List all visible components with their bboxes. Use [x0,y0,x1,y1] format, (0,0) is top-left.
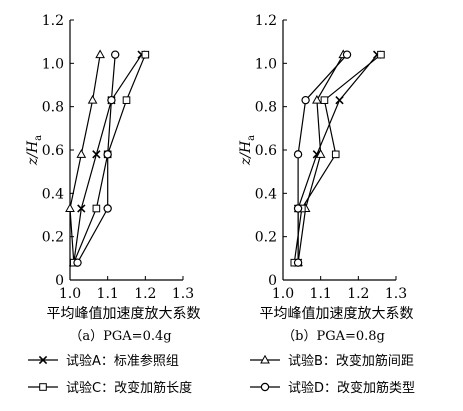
series-line [73,54,146,263]
y-tick-label: 1.0 [255,56,277,72]
legend-label: 试验B：改变加筋间距 [288,353,414,369]
y-tick-label: 0.6 [255,143,277,159]
data-point [301,95,310,105]
data-point [335,96,344,105]
data-point [92,150,101,159]
data-point [65,203,75,212]
x-tick-label: 1.1 [310,286,332,302]
y-tick-label: 0.4 [255,186,277,202]
x-axis-label: 平均峰值加速度放大系数 [260,306,414,322]
legend-label: 试验C：改变加筋长度 [66,380,192,396]
chart-panel-a: 0 0.2 0.4 0.6 0.8 1.0 1.2 1.0 1.1 1.2 1.3 z/Ha 平均峰值加… [25,13,201,344]
legend-item: 试验B：改变加筋间距 [250,353,414,369]
data-point [103,150,112,159]
series-square [290,50,385,267]
y-axis-label: z/Ha [238,135,257,166]
y-tick-label: 0.6 [42,143,64,159]
y-axis-label: z/Ha [25,135,44,166]
data-point [110,50,120,59]
data-point [342,50,352,59]
data-point [331,150,340,159]
data-point [103,204,112,213]
y-axis-label-main: z/H [25,140,41,166]
y-axis-label-main: z/H [238,140,254,166]
series-line [297,54,344,263]
y-tick-label: 0.8 [42,100,64,116]
series-line [76,54,116,263]
legend-marker [260,382,270,392]
y-axis-label-subscript: a [246,135,257,141]
y-axis-label-subscript: a [33,135,44,141]
series-triangle [65,49,105,267]
series-line [293,54,382,263]
x-tick-label: 1.0 [59,286,81,302]
data-point [377,50,385,59]
x-tick-label: 1.3 [385,286,407,302]
series-line [297,54,348,263]
data-point [315,149,326,158]
x-tick-label: 1.1 [97,286,119,302]
y-tick-label: 0 [55,273,64,289]
legend-item: 试验A：标准参照组 [28,353,179,369]
x-tick-label: 1.2 [347,286,369,302]
chart-panel-b: 0 0.2 0.4 0.6 0.8 1.0 1.2 1.0 1.1 1.2 1.3 z/Ha 平均峰值加… [238,13,414,344]
data-point [320,96,329,104]
data-point [312,94,322,104]
data-point [293,204,303,213]
y-tick-label: 1.2 [42,13,64,29]
legend-marker [260,354,270,364]
data-point [107,95,116,105]
panel-caption: （a）PGA=0.4g [69,329,171,344]
x-tick-label: 1.3 [172,286,194,302]
legend-label: 试验D：改变加筋类型 [288,380,415,396]
x-tick-label: 1.0 [272,286,294,302]
legend-label: 试验A：标准参照组 [66,353,179,369]
data-point [92,204,101,213]
series-circle [73,50,120,267]
legend-marker [38,355,48,365]
data-point [293,150,303,159]
data-point [122,96,131,104]
y-tick-label: 0.4 [42,186,64,202]
data-point [76,149,87,158]
data-point [77,204,86,213]
data-point [141,50,150,59]
y-tick-label: 1.0 [42,56,64,72]
data-point [95,49,105,59]
panel-caption: （b）PGA=0.8g [282,329,385,344]
y-tick-label: 0.2 [255,230,277,246]
y-tick-label: 1.2 [255,13,277,29]
series-circle [293,50,352,267]
y-tick-label: 0 [268,273,277,289]
series-x [293,50,382,267]
y-tick-label: 0.8 [255,100,277,116]
series-line [297,54,378,263]
legend-item: 试验D：改变加筋类型 [250,380,415,396]
legend-marker [39,383,47,391]
y-tick-label: 0.2 [42,230,64,246]
data-point [87,94,98,104]
x-axis-label: 平均峰值加速度放大系数 [47,306,201,322]
series-square [69,50,150,267]
data-point [293,258,303,267]
legend-item: 试验C：改变加筋长度 [28,380,192,396]
x-tick-label: 1.2 [134,286,156,302]
data-point [73,258,82,267]
